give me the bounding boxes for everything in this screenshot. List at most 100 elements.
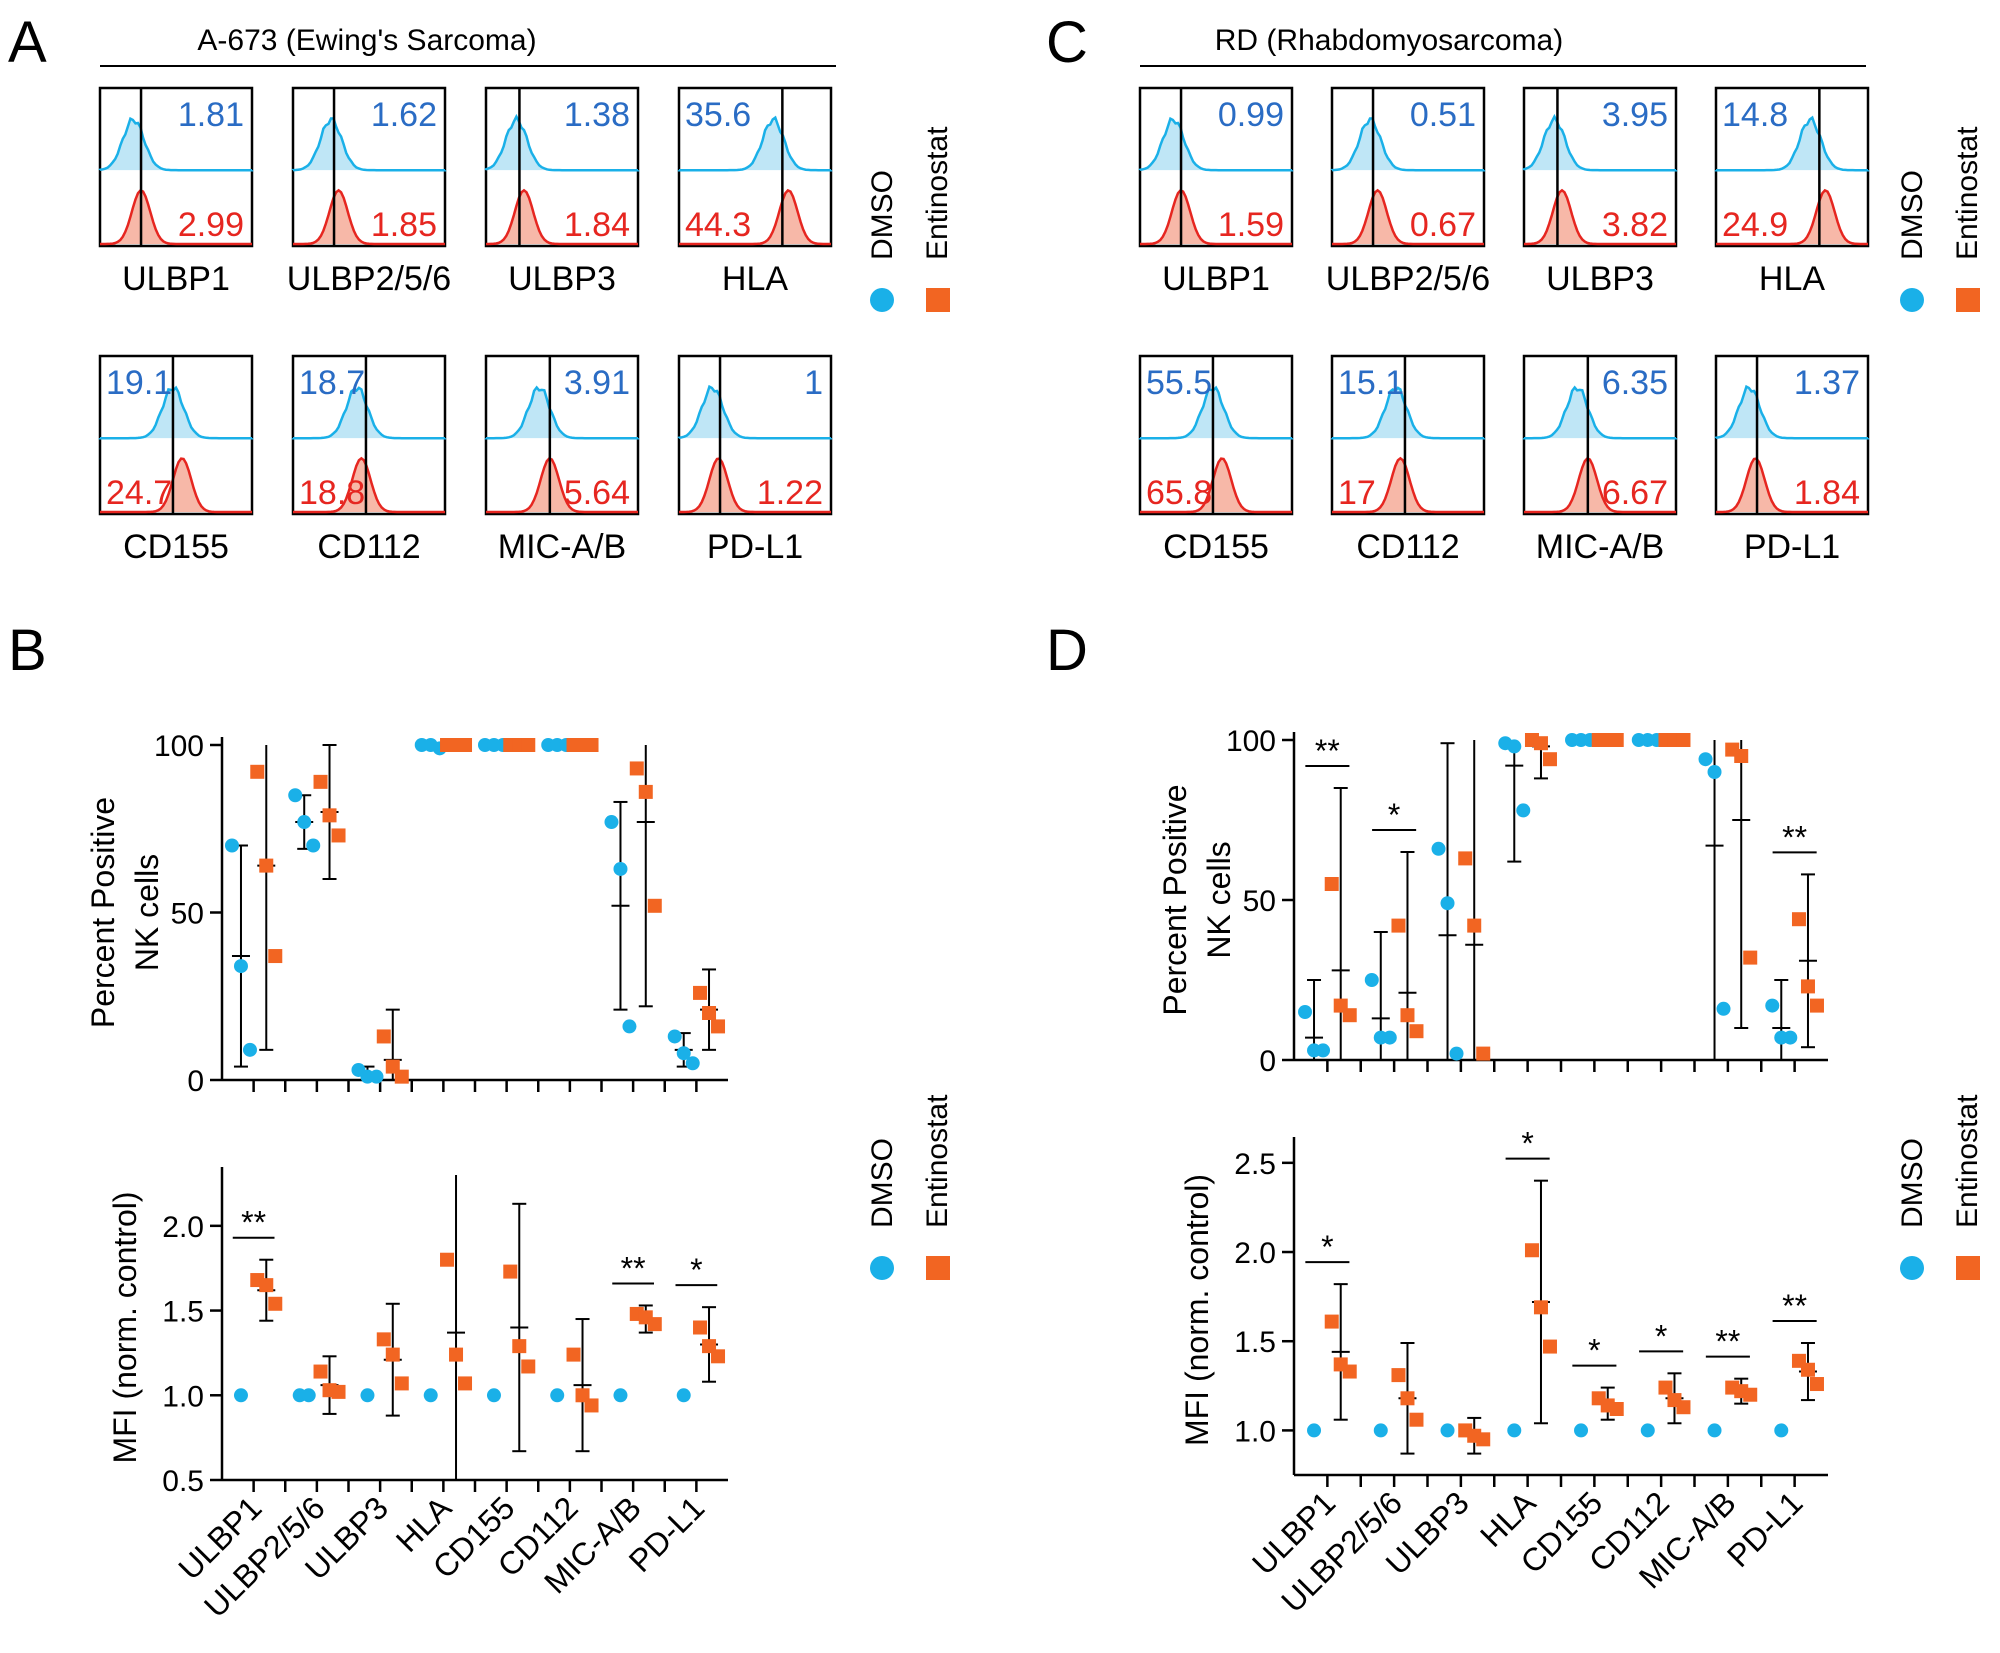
- dmso-point: [1440, 1423, 1455, 1438]
- dmso-histogram-fill: [679, 386, 831, 439]
- entinostat-point: [268, 949, 283, 964]
- legend-a: DMSO Entinostat: [866, 126, 954, 312]
- dmso-point: [301, 1388, 316, 1403]
- y-tick-label: 0: [1259, 1045, 1276, 1078]
- entinostat-histogram-line: [100, 457, 252, 514]
- entinostat-value-label: 1.84: [1794, 474, 1860, 512]
- entinostat-histogram-fill: [486, 190, 638, 244]
- entinostat-point: [647, 898, 662, 913]
- marker-label: PD-L1: [707, 528, 803, 566]
- entinostat-histogram-fill: [1716, 458, 1868, 512]
- entinostat-point: [647, 1317, 662, 1332]
- dmso-point: [1516, 803, 1531, 818]
- legend-dmso-label: DMSO: [866, 1138, 899, 1228]
- legend-dmso-marker: [870, 1256, 894, 1280]
- entinostat-point: [394, 1376, 409, 1391]
- dmso-point: [360, 1388, 375, 1403]
- entinostat-point: [313, 1364, 328, 1379]
- entinostat-point: [1542, 1339, 1557, 1354]
- entinostat-histogram-fill: [1716, 190, 1868, 244]
- marker-label: ULBP2/5/6: [287, 260, 451, 298]
- entinostat-point: [1458, 851, 1473, 866]
- entinostat-histogram-fill: [293, 190, 445, 244]
- y-axis-label: MFI (norm. control): [1179, 1174, 1215, 1446]
- entinostat-point: [250, 764, 265, 779]
- entinostat-point: [1800, 1362, 1815, 1377]
- dmso-histogram-fill: [486, 387, 638, 439]
- entinostat-histogram-line: [679, 188, 831, 246]
- entinostat-histogram-line: [1140, 188, 1292, 246]
- y-axis-label: NK cells: [129, 854, 165, 971]
- dmso-point: [1716, 1001, 1731, 1016]
- dmso-point: [1298, 1005, 1313, 1019]
- entinostat-point: [638, 784, 653, 799]
- legend-dmso-label: DMSO: [1896, 1138, 1929, 1228]
- marker-label: MIC-A/B: [498, 528, 626, 566]
- dmso-histogram-line: [98, 116, 254, 172]
- dmso-value-label: 6.35: [1602, 364, 1668, 402]
- entinostat-value-label: 6.67: [1602, 474, 1668, 512]
- dmso-value-label: 1.38: [564, 96, 630, 134]
- histogram-box: 1.38 1.84 ULBP3: [484, 86, 640, 298]
- entinostat-point: [458, 1376, 473, 1391]
- entinostat-point: [1524, 1243, 1539, 1258]
- entinostat-point: [1809, 1377, 1824, 1392]
- marker-label: ULBP3: [508, 260, 616, 298]
- y-axis-label: MFI (norm. control): [107, 1191, 143, 1463]
- dmso-histogram-fill: [1140, 387, 1292, 439]
- entinostat-value-label: 1.59: [1218, 206, 1284, 244]
- scatter-b-top: 0 50 100 Percent Positive NK cells: [85, 730, 728, 1098]
- dmso-histogram-line: [1330, 386, 1486, 440]
- y-tick-label: 100: [1226, 725, 1276, 758]
- dmso-point: [1382, 1030, 1397, 1045]
- dmso-histogram-line: [1714, 115, 1870, 172]
- legend-b: DMSO Entinostat: [866, 1094, 954, 1280]
- entinostat-point: [376, 1332, 391, 1347]
- significance-label: *: [1521, 1126, 1533, 1162]
- entinostat-point: [584, 738, 599, 752]
- entinostat-histogram-line: [293, 188, 445, 246]
- dmso-histogram-line: [98, 385, 254, 440]
- entinostat-point: [1342, 1364, 1357, 1379]
- entinostat-point: [1743, 1387, 1758, 1402]
- dmso-histogram-line: [484, 385, 640, 440]
- entinostat-histogram-fill: [100, 458, 252, 512]
- dmso-point: [1574, 1423, 1589, 1438]
- histogram-box: 15.1 17 CD112: [1330, 354, 1486, 566]
- entinostat-histogram-line: [1332, 456, 1484, 514]
- entinostat-histogram-line: [1716, 457, 1868, 514]
- marker-label: HLA: [722, 260, 788, 298]
- entinostat-point: [1476, 1046, 1491, 1061]
- dmso-point: [550, 1388, 565, 1403]
- y-tick-label: 2.0: [162, 1211, 204, 1244]
- entinostat-histogram-line: [1332, 188, 1484, 246]
- entinostat-point: [1533, 736, 1548, 751]
- entinostat-point: [1609, 1402, 1624, 1416]
- y-tick-label: 1.0: [1234, 1415, 1276, 1448]
- dmso-point: [297, 815, 312, 830]
- significance-label: *: [1388, 797, 1400, 833]
- significance-label: *: [1655, 1318, 1667, 1354]
- entinostat-histogram-line: [486, 456, 638, 514]
- entinostat-point: [322, 808, 337, 823]
- entinostat-point: [1609, 733, 1624, 747]
- histogram-frame: [677, 86, 833, 248]
- marker-label: CD155: [1163, 528, 1269, 566]
- panel-letter-b: B: [8, 618, 47, 683]
- dmso-point: [613, 1388, 628, 1403]
- entinostat-value-label: 65.8: [1146, 474, 1212, 512]
- entinostat-point: [259, 1278, 274, 1293]
- histogram-grid-c: RD (Rhabdomyosarcoma)0.991.59ULBP10.510.…: [1138, 24, 1870, 566]
- entinostat-point: [1658, 1380, 1673, 1395]
- y-tick-label: 1.5: [162, 1296, 204, 1329]
- significance-label: *: [1321, 1229, 1333, 1265]
- significance-label: **: [1715, 1324, 1740, 1360]
- y-tick-label: 0: [187, 1065, 204, 1098]
- dmso-point: [622, 1019, 637, 1034]
- entinostat-point: [693, 1320, 708, 1335]
- dmso-value-label: 35.6: [685, 96, 751, 134]
- entinostat-point: [1342, 1008, 1357, 1023]
- histogram-box: 0.99 1.59 ULBP1: [1138, 86, 1294, 298]
- histogram-box: 1.37 1.84 PD-L1: [1714, 354, 1870, 566]
